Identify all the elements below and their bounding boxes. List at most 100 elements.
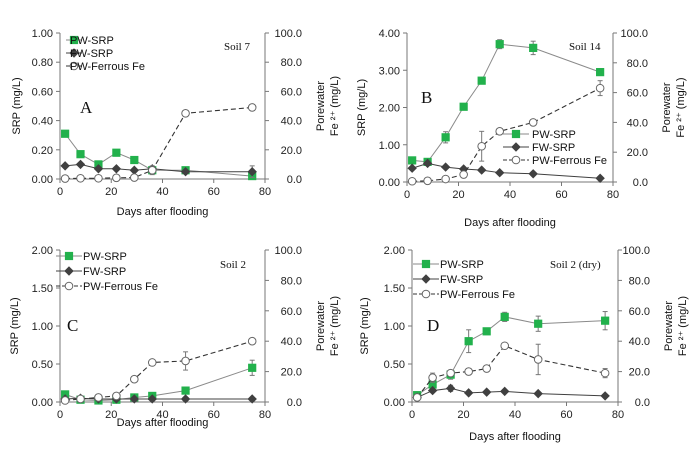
y2-axis-label: Fe ²⁺ (mg/L)	[677, 296, 689, 356]
y2-axis-label: Porewater	[315, 81, 327, 131]
y2-axis-label: Porewater	[661, 82, 673, 132]
y2-tick-label: 100.0	[274, 245, 302, 257]
data-point	[601, 316, 610, 325]
x-tick-label: 80	[607, 189, 619, 201]
legend-entry: PW-SRP	[440, 259, 484, 271]
y2-tick-label: 100.0	[274, 28, 302, 40]
x-tick-label: 40	[504, 189, 516, 201]
y2-tick-label: 20.0	[281, 367, 302, 379]
data-point	[129, 394, 140, 404]
data-point	[247, 103, 257, 112]
y2-tick-label: 20.0	[629, 367, 650, 379]
legend-entry: PW-SRP	[532, 129, 576, 141]
y2-tick-label: 0.0	[287, 397, 302, 409]
data-point	[60, 174, 70, 183]
y-axis-label: SRP (mg/L)	[359, 297, 371, 354]
data-point	[494, 167, 505, 178]
data-point	[76, 394, 85, 404]
y2-tick-label: 80.0	[629, 275, 650, 287]
data-point	[464, 337, 473, 346]
y-tick-label: 1.00	[32, 28, 53, 40]
legend-marker	[421, 259, 431, 269]
data-point	[407, 176, 417, 186]
chart-panel-c: 0.00 0.50 1.00 1.50 2.00 0.0 20.0 40.0 60.0 80.0 1…	[9, 245, 341, 429]
series-line	[416, 345, 606, 398]
legend-entry: FW-SRP	[532, 142, 575, 154]
legend-marker	[69, 35, 79, 45]
y2-tick-label: 100.0	[620, 28, 648, 40]
data-point	[459, 102, 468, 111]
x-tick-label: 20	[457, 409, 469, 421]
y2-tick-label: 80.0	[627, 58, 648, 70]
data-point	[181, 109, 190, 118]
y-tick-label: 0.00	[379, 177, 400, 189]
y-tick-label: 0.00	[32, 397, 53, 409]
legend-entry: PW-Ferrous Fe	[440, 289, 515, 301]
data-point	[528, 118, 538, 127]
legend: PW-SRP FW-SRP PW-Ferrous Fe	[56, 251, 158, 293]
data-point	[463, 388, 474, 398]
y-tick-label: 1.50	[32, 283, 53, 295]
data-point	[529, 43, 538, 52]
y2-tick-label: 40.0	[281, 116, 302, 128]
series-pw-ferrous-fe	[60, 103, 257, 183]
data-point	[476, 165, 487, 175]
data-point	[247, 394, 257, 404]
y2-tick-label: 60.0	[627, 88, 648, 100]
series-fw-srp	[60, 159, 257, 179]
data-point	[112, 173, 121, 183]
data-point	[440, 162, 451, 172]
y2-tick-label: 100.0	[622, 245, 650, 257]
data-point	[464, 367, 473, 376]
data-point	[534, 319, 543, 328]
y2-tick-label: 80.0	[281, 57, 302, 69]
data-point	[495, 127, 505, 136]
x-tick-label: 20	[452, 189, 464, 201]
panel-letter: D	[427, 316, 439, 335]
x-tick-label: 40	[156, 186, 168, 198]
data-point	[459, 170, 468, 179]
x-tick-label: 80	[259, 409, 271, 421]
legend-entry: PW-Ferrous Fe	[83, 281, 158, 293]
series-pw-srp	[61, 129, 257, 181]
x-tick-label: 80	[612, 409, 624, 421]
data-point	[407, 163, 417, 173]
legend-marker	[69, 48, 79, 58]
x-axis-label: Days after flooding	[464, 217, 556, 229]
y-tick-label: 1.50	[384, 283, 405, 295]
data-point	[481, 387, 492, 397]
data-point	[477, 76, 486, 85]
x-tick-label: 40	[509, 409, 521, 421]
data-point	[130, 374, 139, 384]
data-point	[477, 141, 486, 151]
data-point	[595, 83, 605, 93]
y2-tick-label: 80.0	[281, 275, 302, 287]
y-tick-label: 1.00	[32, 321, 53, 333]
data-point	[533, 355, 543, 364]
y2-tick-label: 40.0	[629, 336, 650, 348]
y2-tick-label: 40.0	[281, 336, 302, 348]
y-tick-label: 2.00	[32, 245, 53, 257]
y-tick-label: 2.00	[384, 245, 405, 257]
data-point	[129, 165, 140, 175]
data-point	[112, 391, 121, 401]
data-point	[500, 312, 509, 321]
chart-panel-b: 0.00 1.00 2.00 3.00 4.00 0.0 20.0 40.0 60.0 80.0 1…	[356, 28, 687, 229]
data-point	[93, 164, 104, 174]
legend-entry: FW-SRP	[70, 48, 113, 60]
y-tick-label: 0.00	[32, 174, 53, 186]
y2-tick-label: 60.0	[281, 86, 302, 98]
y2-axis-label: Fe ²⁺ (mg/L)	[675, 77, 687, 137]
y2-tick-label: 20.0	[627, 147, 648, 159]
legend-marker	[69, 61, 79, 71]
y-tick-label: 0.50	[32, 359, 53, 371]
data-point	[533, 388, 543, 399]
data-point	[247, 166, 257, 177]
data-point	[427, 385, 438, 396]
legend-marker	[511, 142, 521, 152]
data-point	[61, 129, 70, 138]
x-tick-label: 60	[555, 189, 567, 201]
data-point	[482, 327, 491, 336]
data-point	[60, 161, 70, 171]
data-point	[495, 40, 504, 49]
